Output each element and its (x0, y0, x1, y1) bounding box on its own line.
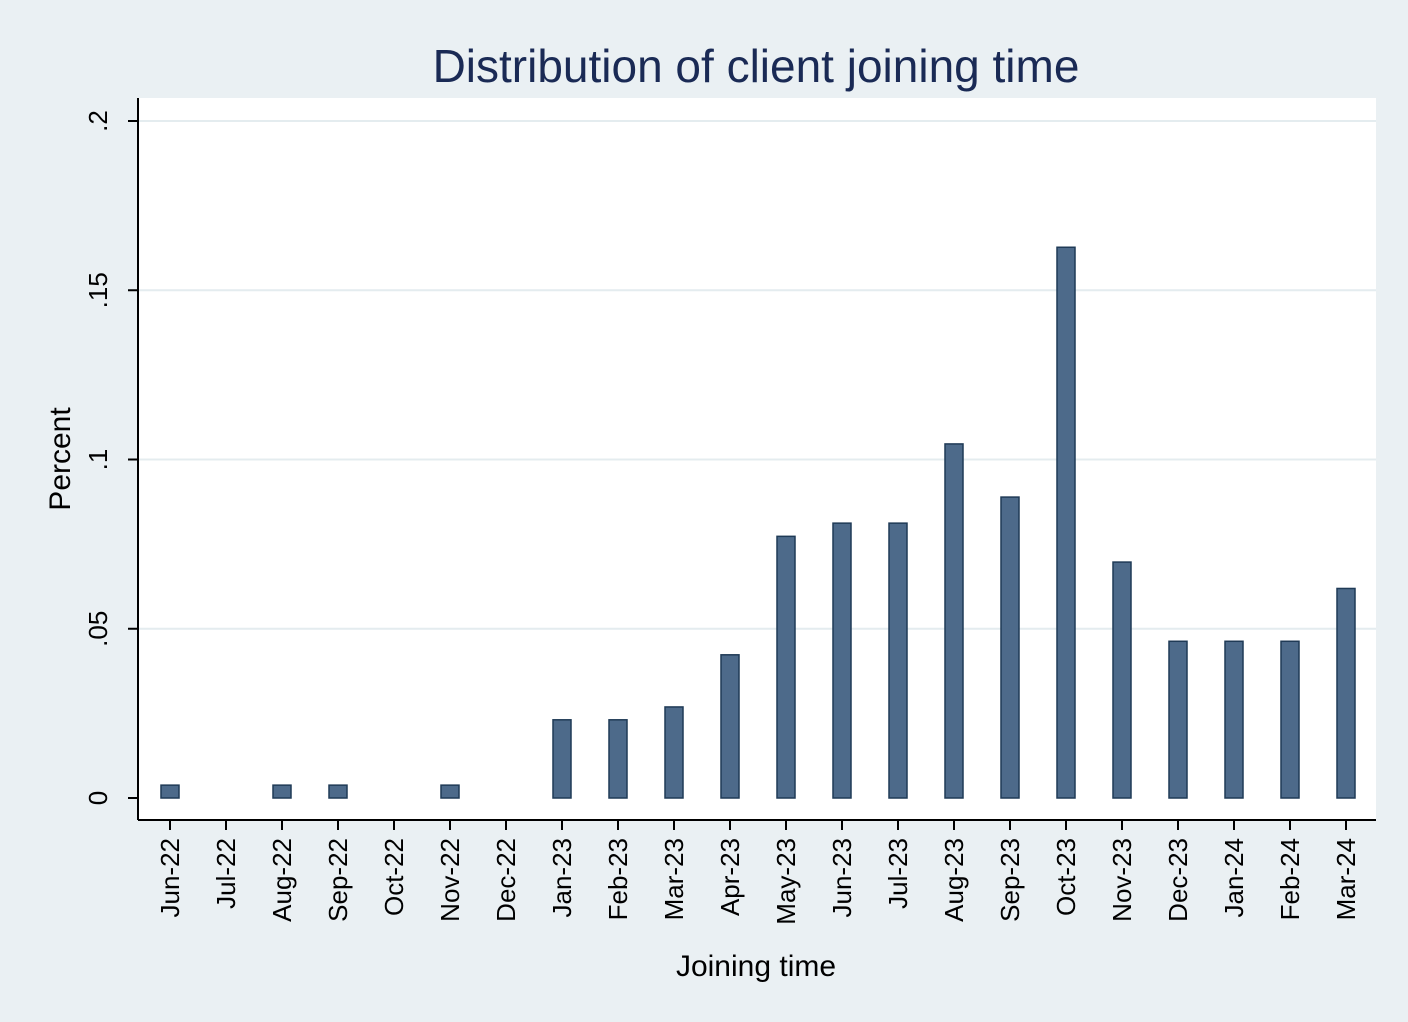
y-tick-label: .15 (83, 272, 113, 308)
axes: 0 .05 .1 .15 .2 Jun-22 Jul-22 Aug-22 Sep-22 Oct-2… (83, 98, 1376, 925)
x-tick-label: Dec-22 (491, 838, 521, 922)
x-tick-label: Feb-23 (603, 838, 633, 920)
x-tick-label: Sep-23 (995, 838, 1025, 922)
x-tick-label: Aug-22 (267, 838, 297, 922)
bar-jul-23 (888, 522, 908, 799)
bar-jan-24 (1224, 640, 1244, 799)
y-tick-label: .1 (83, 449, 113, 471)
y-tick-label: .2 (83, 110, 113, 132)
gridlines (138, 120, 1376, 630)
chart-title: Distribution of client joining time (433, 40, 1080, 92)
x-tick-label: Feb-24 (1275, 838, 1305, 920)
bar-mar-24 (1336, 587, 1356, 799)
x-tick-label: Jun-22 (155, 838, 185, 918)
bar-mar-23 (664, 706, 684, 799)
y-tick-label: 0 (83, 791, 113, 805)
x-tick-label: Oct-23 (1051, 838, 1081, 916)
x-tick-label: Dec-23 (1163, 838, 1193, 922)
x-tick-label: Aug-23 (939, 838, 969, 922)
bar-jun-22 (160, 784, 180, 799)
x-tick-label: Jul-22 (211, 838, 241, 909)
bar-may-23 (776, 535, 796, 799)
bar-sep-22 (328, 784, 348, 799)
bar-aug-23 (944, 443, 964, 799)
x-tick-label: Jan-24 (1219, 838, 1249, 918)
y-axis-label: Percent (44, 407, 77, 511)
bar-aug-22 (272, 784, 292, 799)
bars (160, 246, 1356, 799)
bar-dec-23 (1168, 640, 1188, 799)
bar-sep-23 (1000, 496, 1020, 799)
x-tick-label: Jul-23 (883, 838, 913, 909)
x-tick-label: May-23 (771, 838, 801, 925)
x-tick-label: Jan-23 (547, 838, 577, 918)
x-tick-label: Apr-23 (715, 838, 745, 916)
x-tick-label: Jun-23 (827, 838, 857, 918)
x-axis-label: Joining time (676, 950, 836, 983)
x-tick-label: Nov-23 (1107, 838, 1137, 922)
x-tick-label: Oct-22 (379, 838, 409, 916)
bar-jun-23 (832, 522, 852, 799)
bar-feb-23 (608, 719, 628, 799)
x-tick-label: Sep-22 (323, 838, 353, 922)
bar-feb-24 (1280, 640, 1300, 799)
bar-apr-23 (720, 654, 740, 799)
x-tick-label: Mar-23 (659, 838, 689, 920)
bar-nov-22 (440, 784, 460, 799)
bar-oct-23 (1056, 246, 1076, 799)
x-tick-label: Mar-24 (1331, 838, 1361, 920)
x-tick-label: Nov-22 (435, 838, 465, 922)
bar-nov-23 (1112, 561, 1132, 799)
y-tick-label: .05 (83, 611, 113, 647)
bar-jan-23 (552, 719, 572, 799)
